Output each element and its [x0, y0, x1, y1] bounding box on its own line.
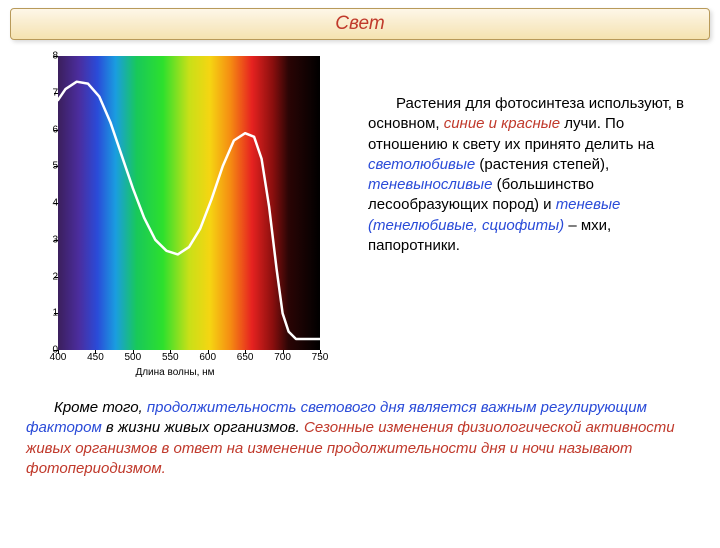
photosynthesis-curve — [58, 56, 320, 350]
main-row: Относительная скорость фотосинтеза 01234… — [0, 54, 720, 384]
y-axis-ticks: 012345678 — [40, 54, 58, 348]
paragraph-1: Растения для фотосинтеза используют, в о… — [368, 94, 702, 256]
x-axis-label: Длина волны, нм — [135, 367, 214, 378]
paragraph-2: Кроме того, продолжительность светового … — [26, 398, 694, 479]
chart-column: Относительная скорость фотосинтеза 01234… — [14, 54, 344, 384]
spectrum-chart: Относительная скорость фотосинтеза 01234… — [14, 54, 336, 384]
page-title: Свет — [335, 13, 384, 34]
plot-area — [58, 56, 320, 350]
side-paragraph: Растения для фотосинтеза используют, в о… — [344, 54, 702, 384]
title-bar: Свет — [10, 8, 710, 40]
x-axis-ticks: 400450500550600650700750 — [58, 350, 320, 366]
bottom-paragraph: Кроме того, продолжительность светового … — [0, 384, 720, 479]
